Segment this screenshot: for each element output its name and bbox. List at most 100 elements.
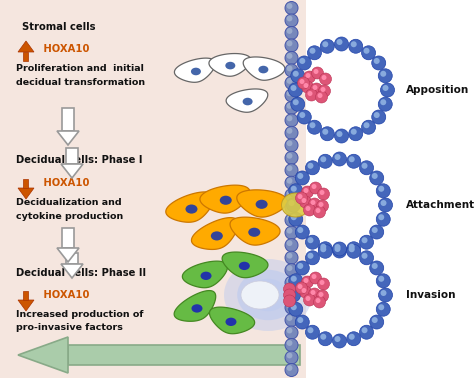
Circle shape: [374, 112, 380, 118]
Text: Decidual cells: Phase I: Decidual cells: Phase I: [16, 155, 143, 165]
Polygon shape: [200, 185, 250, 213]
Circle shape: [362, 327, 367, 333]
Circle shape: [297, 110, 311, 124]
Circle shape: [287, 228, 292, 234]
Circle shape: [285, 101, 298, 115]
Circle shape: [351, 41, 357, 47]
Circle shape: [285, 214, 298, 227]
Circle shape: [362, 120, 375, 134]
Circle shape: [297, 56, 311, 70]
Ellipse shape: [241, 281, 279, 309]
Polygon shape: [18, 300, 34, 311]
Circle shape: [305, 161, 319, 175]
Circle shape: [310, 200, 316, 205]
Circle shape: [319, 202, 324, 207]
Circle shape: [285, 276, 298, 289]
Circle shape: [376, 274, 390, 288]
Circle shape: [310, 83, 322, 95]
Circle shape: [306, 296, 310, 301]
Circle shape: [287, 215, 292, 221]
Circle shape: [291, 276, 297, 282]
Circle shape: [295, 192, 308, 204]
Text: Trophoblast Invasion: Trophoblast Invasion: [121, 350, 236, 360]
Circle shape: [308, 237, 313, 243]
Circle shape: [319, 332, 332, 346]
Circle shape: [298, 284, 302, 289]
Circle shape: [287, 153, 292, 159]
Circle shape: [285, 289, 298, 302]
Circle shape: [287, 365, 292, 371]
Circle shape: [293, 99, 299, 105]
Circle shape: [318, 278, 329, 290]
Circle shape: [308, 327, 313, 333]
Circle shape: [283, 295, 295, 307]
Circle shape: [287, 303, 292, 308]
Polygon shape: [18, 188, 34, 199]
Circle shape: [360, 325, 374, 339]
Ellipse shape: [225, 62, 235, 70]
Circle shape: [349, 244, 355, 250]
Circle shape: [335, 336, 340, 342]
Circle shape: [287, 328, 292, 333]
Circle shape: [301, 81, 313, 93]
Text: Proliferation and  initial: Proliferation and initial: [16, 64, 144, 73]
Circle shape: [317, 200, 328, 212]
Circle shape: [285, 189, 298, 202]
Circle shape: [287, 265, 292, 271]
Circle shape: [313, 206, 326, 218]
Polygon shape: [68, 345, 300, 365]
Circle shape: [298, 194, 302, 199]
Circle shape: [295, 282, 308, 294]
Circle shape: [301, 198, 307, 203]
Circle shape: [285, 26, 298, 39]
Circle shape: [364, 122, 370, 128]
Circle shape: [285, 239, 298, 252]
Circle shape: [289, 212, 303, 226]
Circle shape: [308, 163, 313, 169]
Polygon shape: [222, 252, 268, 278]
Circle shape: [291, 214, 297, 220]
Circle shape: [306, 73, 310, 78]
Circle shape: [319, 244, 332, 258]
Circle shape: [360, 161, 374, 175]
Circle shape: [287, 340, 292, 346]
Circle shape: [287, 103, 292, 109]
Circle shape: [291, 69, 305, 83]
Circle shape: [285, 326, 298, 339]
Circle shape: [379, 288, 392, 302]
Circle shape: [285, 201, 298, 214]
Circle shape: [320, 87, 326, 92]
Bar: [24, 52, 28, 61]
Circle shape: [303, 278, 309, 283]
Circle shape: [319, 280, 325, 285]
Circle shape: [303, 71, 316, 83]
Polygon shape: [182, 261, 228, 288]
Bar: [62, 228, 74, 248]
Circle shape: [379, 198, 392, 212]
Circle shape: [322, 129, 328, 135]
Circle shape: [362, 237, 367, 243]
Circle shape: [372, 173, 378, 179]
Circle shape: [332, 152, 346, 166]
Circle shape: [360, 235, 374, 249]
Circle shape: [320, 246, 326, 252]
Circle shape: [372, 227, 378, 233]
Circle shape: [380, 99, 386, 105]
Circle shape: [380, 71, 386, 77]
Circle shape: [335, 37, 348, 51]
Circle shape: [285, 39, 298, 52]
Circle shape: [360, 251, 374, 265]
Circle shape: [293, 71, 299, 77]
Circle shape: [320, 334, 326, 340]
Bar: [24, 179, 28, 188]
Circle shape: [303, 294, 316, 306]
Circle shape: [303, 188, 309, 193]
Circle shape: [300, 286, 311, 298]
Bar: [62, 108, 74, 131]
Circle shape: [346, 154, 361, 168]
Circle shape: [381, 83, 394, 97]
Polygon shape: [210, 307, 255, 334]
Circle shape: [285, 51, 298, 64]
Ellipse shape: [243, 98, 253, 105]
Circle shape: [295, 261, 310, 275]
